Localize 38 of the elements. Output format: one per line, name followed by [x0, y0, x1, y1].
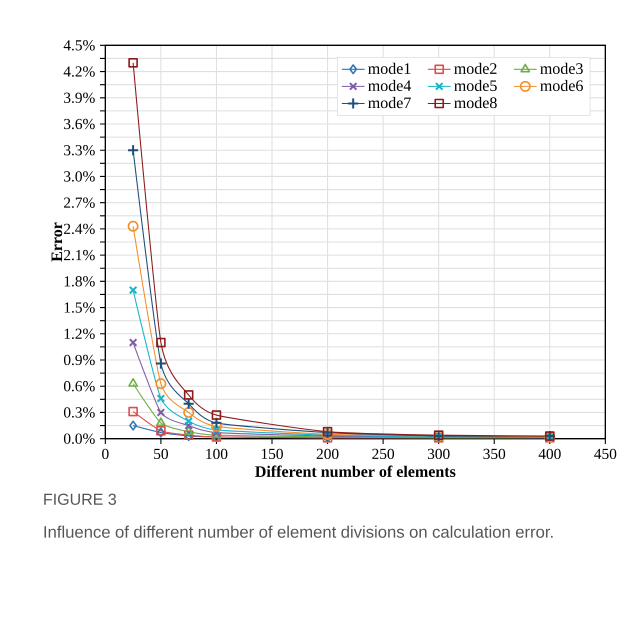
text: Influence of different number of element divisions on calculation error. — [44, 526, 553, 538]
legend-label: mode7 — [368, 97, 411, 108]
y-tick-label: 1.5% — [64, 302, 95, 313]
y-tick-label: 1.8% — [64, 276, 95, 287]
y-tick-label: 2.7% — [64, 198, 95, 208]
y-tick-label: 0.9% — [64, 354, 95, 366]
y-tick-label: 0.6% — [64, 381, 95, 392]
x-tick-label: 100 — [206, 448, 228, 460]
caption: FIGURE 3 — [44, 494, 116, 506]
legend-label: mode1 — [368, 62, 410, 74]
x-tick-label: 300 — [428, 448, 450, 460]
x-tick-label: 350 — [483, 448, 506, 460]
x-axis-title: Different number of elements — [255, 466, 456, 478]
legend-label: mode3 — [540, 62, 583, 74]
y-tick-label: 3.6% — [64, 118, 95, 130]
y-tick-label: 2.1% — [64, 250, 95, 260]
y-tick-label: 0.0% — [64, 434, 95, 444]
x-tick-label: 50 — [154, 448, 168, 460]
x-tick-label: 0 — [102, 448, 109, 460]
y-tick-label: 4.5% — [64, 40, 95, 51]
y-tick-label: 0.3% — [64, 407, 95, 418]
y-tick-label: 2.4% — [64, 224, 95, 234]
y-tick-label: 3.9% — [64, 92, 95, 104]
y-tick-label: 1.2% — [64, 328, 95, 340]
legend-label: mode5 — [454, 80, 497, 92]
y-axis-title: Error — [52, 222, 62, 262]
legend-label: mode6 — [540, 80, 583, 92]
x-tick-label: 150 — [262, 448, 283, 460]
x-tick-label: 200 — [316, 448, 338, 460]
x-tick-label: 450 — [594, 448, 616, 460]
legend-label: mode8 — [454, 97, 497, 108]
y-tick-label: 3.0% — [64, 171, 95, 182]
y-tick-label: 4.2% — [64, 66, 95, 77]
legend-label: mode2 — [454, 62, 496, 74]
legend-label: mode4 — [368, 80, 412, 92]
x-tick-label: 400 — [538, 448, 561, 460]
x-tick-label: 250 — [372, 448, 394, 460]
y-tick-label: 3.3% — [64, 145, 95, 156]
